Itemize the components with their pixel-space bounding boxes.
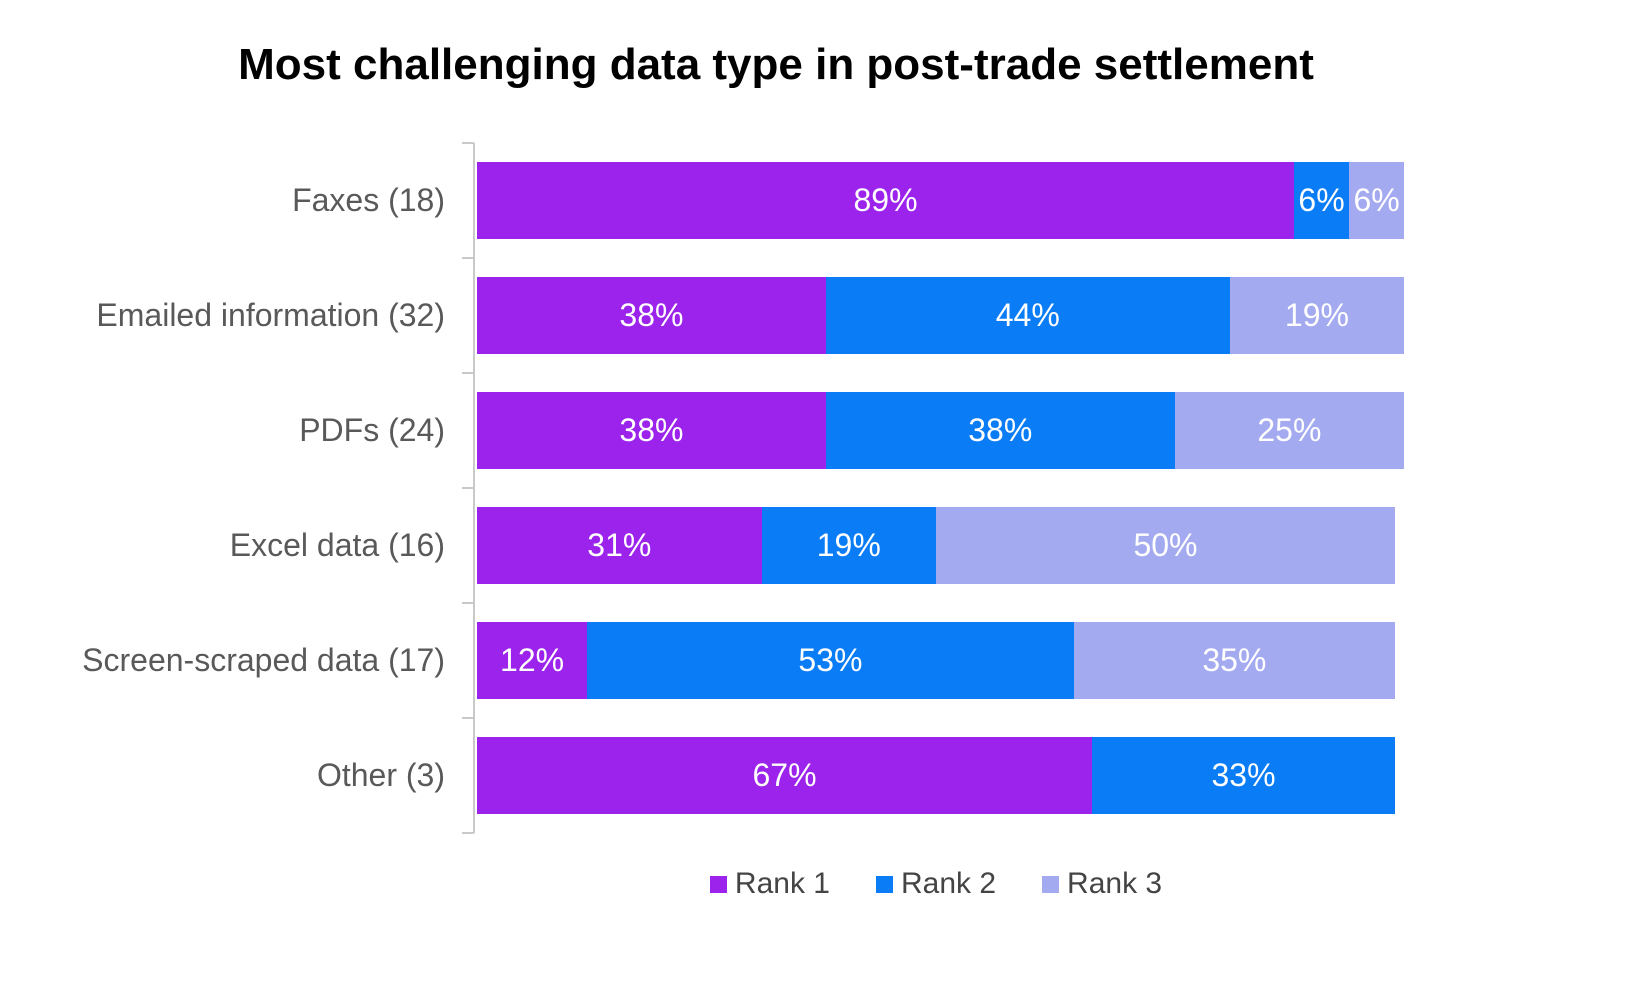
legend-item: Rank 3 — [1042, 867, 1162, 901]
chart-row: Faxes (18) 89% 6% 6% — [0, 162, 1629, 239]
y-axis-line — [473, 143, 475, 833]
stacked-bar: 31% 19% 50% — [477, 507, 1395, 584]
legend-swatch-icon — [1042, 875, 1060, 893]
bar-segment-label: 35% — [1202, 642, 1267, 678]
bar-segment-label: 6% — [1353, 182, 1400, 218]
bar-segment: 6% — [1294, 162, 1350, 239]
bar-segment: 38% — [477, 392, 826, 469]
axis-tick — [462, 372, 474, 374]
category-label: Screen-scraped data (17) — [82, 642, 445, 678]
chart-row: Emailed information (32) 38% 44% 19% — [0, 277, 1629, 354]
chart-row: Screen-scraped data (17) 12% 53% 35% — [0, 622, 1629, 699]
bar-segment: 19% — [761, 507, 936, 584]
axis-tick — [462, 832, 474, 834]
chart-row: PDFs (24) 38% 38% 25% — [0, 392, 1629, 469]
bar-segment-label: 38% — [968, 412, 1033, 448]
bar-segment-label: 31% — [587, 527, 652, 563]
axis-tick — [462, 257, 474, 259]
bar-segment: 19% — [1229, 277, 1405, 354]
legend-label: Rank 3 — [1067, 867, 1163, 900]
bar-segment: 33% — [1092, 737, 1395, 814]
legend-label: Rank 2 — [900, 867, 997, 900]
bar-segment: 6% — [1349, 162, 1405, 239]
legend-item: Rank 1 — [709, 867, 830, 901]
category-label: Excel data (16) — [229, 527, 445, 563]
axis-tick — [462, 487, 474, 489]
bar-segment-label: 25% — [1257, 412, 1322, 448]
category-label: Other (3) — [316, 757, 445, 793]
bar-segment: 53% — [587, 622, 1074, 699]
bar-segment: 12% — [477, 622, 588, 699]
chart-row: Other (3) 67% 33% — [0, 737, 1629, 814]
bar-segment: 38% — [477, 277, 826, 354]
bar-segment: 31% — [477, 507, 762, 584]
axis-tick — [462, 717, 474, 719]
bar-segment: 50% — [935, 507, 1395, 584]
bar-segment-label: 50% — [1133, 527, 1198, 563]
bar-segment-label: 67% — [752, 757, 817, 793]
category-label: PDFs (24) — [299, 412, 445, 448]
bar-segment-label: 38% — [619, 297, 684, 333]
legend-swatch-icon — [875, 875, 893, 893]
bar-segment-label: 53% — [798, 642, 863, 678]
stacked-bar: 38% 38% 25% — [477, 392, 1405, 469]
bar-segment: 38% — [825, 392, 1175, 469]
bar-segment-label: 19% — [1284, 297, 1349, 333]
category-label: Faxes (18) — [292, 182, 445, 218]
stacked-bar: 12% 53% 35% — [477, 622, 1395, 699]
bar-segment-label: 12% — [500, 642, 565, 678]
bar-segment: 44% — [825, 277, 1230, 354]
bar-segment-label: 33% — [1211, 757, 1276, 793]
bar-segment-label: 44% — [995, 297, 1060, 333]
axis-tick — [462, 142, 474, 144]
legend: Rank 1 Rank 2 Rank 3 — [477, 862, 1395, 906]
bar-segment-label: 38% — [619, 412, 684, 448]
bar-segment-label: 89% — [853, 182, 918, 218]
bar-segment-label: 6% — [1298, 182, 1345, 218]
category-label: Emailed information (32) — [96, 297, 445, 333]
chart-row: Excel data (16) 31% 19% 50% — [0, 507, 1629, 584]
legend-label: Rank 1 — [734, 867, 830, 900]
bar-segment: 89% — [477, 162, 1295, 239]
axis-tick — [462, 602, 474, 604]
stacked-bar: 89% 6% 6% — [477, 162, 1405, 239]
stacked-bar: 67% 33% — [477, 737, 1395, 814]
bar-segment: 25% — [1174, 392, 1405, 469]
legend-item: Rank 2 — [875, 867, 997, 901]
chart-title: Most challenging data type in post-trade… — [238, 40, 1314, 89]
bar-segment: 35% — [1073, 622, 1395, 699]
legend-swatch-icon — [709, 875, 727, 893]
bar-segment-label: 19% — [816, 527, 881, 563]
bar-segment: 67% — [477, 737, 1093, 814]
stacked-bar: 38% 44% 19% — [477, 277, 1405, 354]
